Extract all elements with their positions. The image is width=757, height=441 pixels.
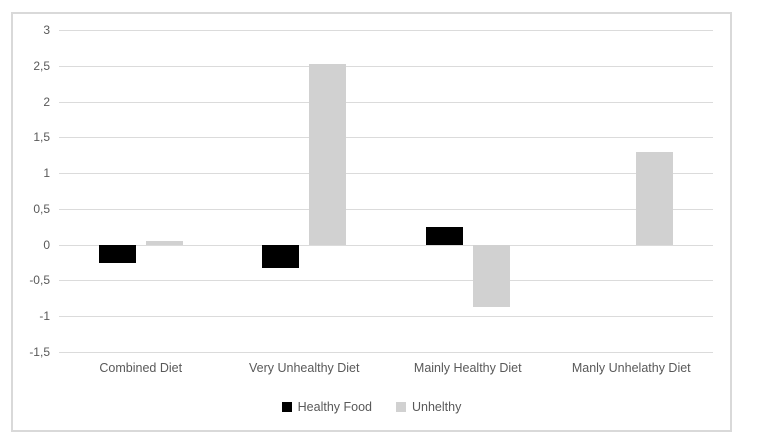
legend-label: Unhelthy: [412, 400, 462, 414]
gridline-y-3: [59, 30, 713, 31]
x-category-label-combined-diet: Combined Diet: [99, 361, 183, 375]
y-tick-label: -0,5: [29, 273, 50, 288]
legend: Healthy Food Unhelthy: [13, 399, 730, 415]
bar-unhelthy-manly-unhelathy-diet: [636, 151, 674, 245]
legend-swatch-unhelthy: [396, 402, 406, 412]
y-tick-label: 2: [43, 94, 50, 109]
gridline-y-1-5: [59, 352, 713, 353]
y-tick-label: 3: [43, 23, 50, 37]
x-axis-category-labels: Combined Diet Very Unhealthy Diet Mainly H…: [13, 14, 730, 430]
chart-frame: 3 2,5 2 1,5 1 0,5 0 -0,5 -1 -1,5 Combined Diet Ver…: [11, 12, 732, 432]
legend-swatch-healthy-food: [281, 402, 292, 412]
gridline-y-1: [59, 173, 713, 175]
y-axis-tick-labels: 3 2,5 2 1,5 1 0,5 0 -0,5 -1 -1,5: [13, 14, 730, 430]
y-tick-label: 1,5: [33, 130, 50, 145]
bar-healthy-food-very-unhealthy-diet: [262, 244, 300, 269]
y-tick-label: -1: [39, 309, 50, 324]
gridline-y-2-5: [59, 65, 713, 67]
bar-healthy-food-combined-diet: [98, 244, 136, 263]
y-tick-label: 0: [43, 237, 50, 252]
bar-healthy-food-mainly-healthy-diet: [425, 226, 463, 245]
gridline-y-0: [59, 244, 713, 246]
y-tick-label: 0,5: [33, 201, 50, 216]
legend-item-unhelthy: Unhelthy: [396, 399, 461, 415]
gridline-y-1-5: [59, 137, 713, 139]
x-category-label-mainly-healthy-diet: Mainly Healthy Diet: [413, 361, 522, 375]
bar-unhelthy-very-unhealthy-diet: [309, 63, 347, 245]
x-category-label-manly-unhelathy-diet: Manly Unhelathy Diet: [571, 361, 691, 375]
plot-area: [59, 30, 713, 353]
legend-item-healthy-food: Healthy Food: [281, 399, 372, 415]
gridline-y-1: [59, 316, 713, 318]
gridline-y-2: [59, 101, 713, 103]
y-tick-label: -1,5: [29, 345, 50, 359]
bar-unhelthy-mainly-healthy-diet: [472, 244, 510, 307]
bar-unhelthy-combined-diet: [145, 241, 183, 245]
gridline-y-0-5: [59, 208, 713, 210]
y-tick-label: 1: [43, 166, 50, 181]
legend-label: Healthy Food: [297, 400, 372, 414]
gridline-y-0-5: [59, 280, 713, 282]
y-tick-label: 2,5: [33, 58, 50, 73]
x-category-label-very-unhealthy-diet: Very Unhealthy Diet: [249, 361, 360, 375]
